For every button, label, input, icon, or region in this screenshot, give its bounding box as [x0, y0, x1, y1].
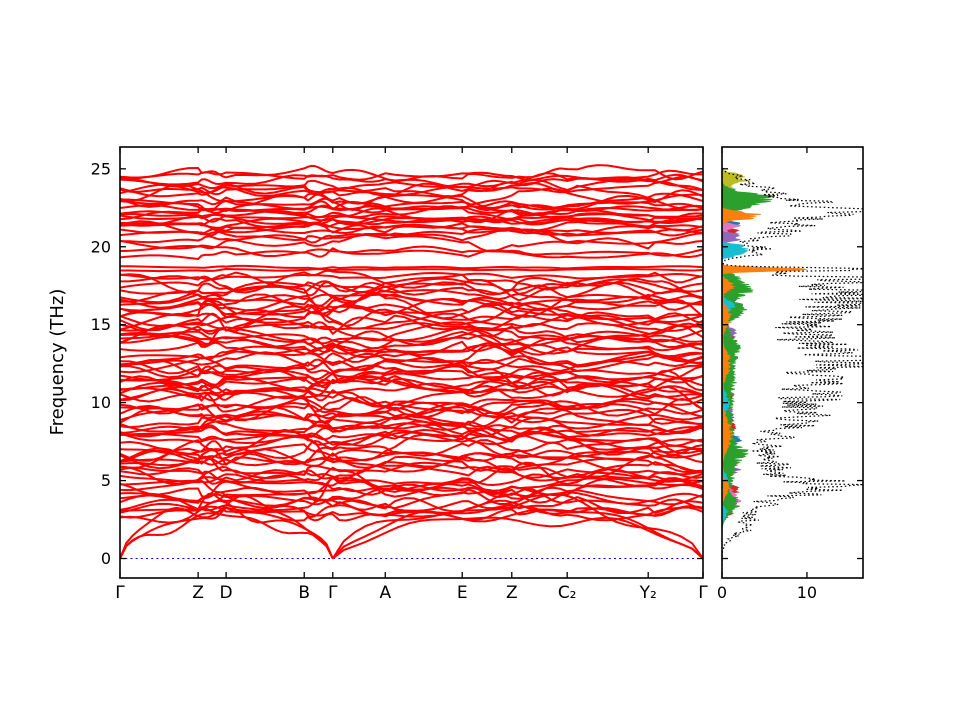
optical-band: [120, 496, 703, 518]
x-tick-label: E: [457, 583, 468, 603]
optical-band: [120, 291, 703, 320]
optical-band: [120, 433, 703, 463]
y-tick-label: 10: [91, 393, 111, 412]
dos-projection-curves: [722, 147, 807, 578]
optical-band: [120, 264, 703, 270]
optical-band: [120, 320, 703, 335]
x-tick-label: C₂: [558, 583, 577, 603]
optical-band: [120, 487, 703, 513]
optical-band: [120, 169, 703, 181]
optical-band: [120, 354, 703, 375]
optical-band: [120, 214, 703, 227]
optical-band: [120, 447, 703, 476]
optical-band: [120, 296, 703, 318]
y-tick-label: 5: [101, 471, 111, 490]
x-tick-label: D: [220, 583, 233, 603]
optical-band: [120, 272, 703, 281]
optical-band: [120, 360, 703, 382]
y-tick-label: 0: [101, 549, 111, 568]
optical-band: [120, 267, 703, 273]
y-tick-label: 20: [91, 237, 111, 256]
optical-band: [120, 461, 703, 482]
x-tick-label: Γ: [115, 583, 125, 603]
y-tick-label: 25: [91, 159, 111, 178]
optical-band: [120, 317, 703, 343]
optical-band: [120, 487, 703, 506]
optical-band: [120, 365, 703, 387]
optical-band: [120, 203, 703, 216]
axis-ticks: [119, 147, 863, 578]
band-lines: [120, 164, 703, 560]
x-tick-label: Γ: [328, 583, 338, 603]
optical-band: [120, 445, 703, 466]
optical-band: [120, 334, 703, 355]
dos-x-tick-label: 10: [797, 583, 817, 602]
x-tick-label: Z: [506, 583, 518, 603]
y-tick-labels: 0 5 10 15 20 25: [91, 159, 111, 568]
optical-band: [120, 308, 703, 330]
optical-band: [120, 302, 703, 332]
x-tick-label: Y₂: [639, 583, 657, 603]
optical-band: [120, 486, 703, 511]
dos-total-curve: [722, 147, 863, 578]
optical-band: [120, 382, 703, 402]
dos-projection-cyan: [722, 147, 750, 578]
optical-band: [120, 164, 703, 183]
x-tick-label: Γ: [698, 583, 708, 603]
dos-x-tick-labels: 0 10: [717, 583, 817, 602]
optical-band: [120, 181, 703, 198]
optical-band: [120, 457, 703, 473]
optical-band: [120, 330, 703, 350]
optical-band: [120, 323, 703, 345]
optical-band: [120, 233, 703, 253]
optical-band: [120, 245, 703, 260]
band-structure-panel: [120, 164, 703, 560]
optical-band: [120, 461, 703, 485]
axes-frame: [119, 146, 704, 579]
x-tick-label: B: [298, 583, 310, 603]
dos-x-tick-label: 0: [717, 583, 727, 602]
optical-band: [120, 359, 703, 384]
optical-band: [120, 215, 703, 229]
y-tick-label: 15: [91, 315, 111, 334]
axes-frame: [721, 146, 864, 579]
dos-panel: [722, 147, 863, 578]
optical-band: [120, 439, 703, 461]
y-axis-label: Frequency (THz): [47, 288, 68, 436]
x-tick-label: A: [379, 583, 391, 603]
x-tick-labels: Γ Z D B Γ A E Z C₂ Y₂ Γ: [115, 583, 708, 603]
optical-band: [120, 178, 703, 198]
optical-band: [120, 369, 703, 392]
optical-band: [120, 406, 703, 427]
optical-band: [120, 447, 703, 470]
optical-band: [120, 332, 703, 358]
optical-band: [120, 277, 703, 304]
optical-band: [120, 293, 703, 307]
optical-band: [120, 302, 703, 327]
optical-band: [120, 220, 703, 236]
x-tick-label: Z: [192, 583, 204, 603]
optical-band: [120, 475, 703, 504]
optical-band: [120, 337, 703, 357]
optical-band: [120, 194, 703, 212]
optical-band: [120, 344, 703, 367]
optical-band: [120, 228, 703, 247]
optical-band: [120, 344, 703, 360]
optical-band: [120, 428, 703, 456]
